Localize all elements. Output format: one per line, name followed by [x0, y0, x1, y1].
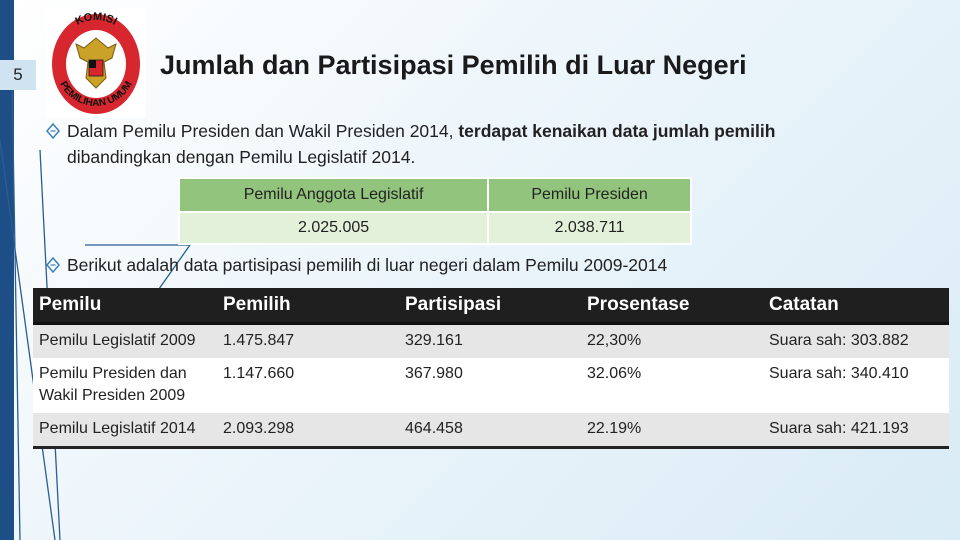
column-header-prosentase: Prosentase	[581, 288, 763, 325]
table-header-row: Pemilu Pemilih Partisipasi Prosentase Ca…	[33, 288, 949, 325]
kpu-logo: KOMISI PEMILIHAN UMUM	[46, 8, 146, 118]
cell-partisipasi: 464.458	[399, 413, 581, 449]
cell-prosentase: 32.06%	[581, 358, 763, 413]
cell-pemilu: Pemilu Legislatif 2009	[33, 323, 217, 358]
compare-header-presiden: Pemilu Presiden	[487, 177, 692, 213]
slide-number: 5	[0, 60, 36, 90]
column-header-pemilu: Pemilu	[33, 288, 217, 325]
cell-pemilih: 2.093.298	[217, 413, 399, 449]
diamond-bullet-icon	[46, 122, 60, 140]
participation-table: Pemilu Pemilih Partisipasi Prosentase Ca…	[33, 288, 949, 449]
bullet-1-end-text: dibandingkan dengan Pemilu Legislatif 20…	[67, 147, 416, 167]
bullet-data-partisipasi: Berikut adalah data partisipasi pemilih …	[44, 252, 884, 278]
bullet-1-text: Dalam Pemilu Presiden dan Wakil Presiden…	[67, 121, 459, 141]
page-title: Jumlah dan Partisipasi Pemilih di Luar N…	[160, 50, 747, 80]
cell-pemilu: Pemilu Legislatif 2014	[33, 413, 217, 449]
diamond-bullet-icon	[46, 256, 60, 274]
comparison-table: Pemilu Anggota Legislatif Pemilu Preside…	[177, 177, 692, 245]
cell-catatan: Suara sah: 421.193	[763, 413, 949, 449]
cell-prosentase: 22.19%	[581, 413, 763, 449]
table-row: Pemilu Legislatif 2014 2.093.298 464.458…	[33, 413, 949, 449]
cell-prosentase: 22,30%	[581, 323, 763, 358]
logo-top-text: KOMISI	[73, 11, 118, 28]
compare-value-presiden: 2.038.711	[487, 211, 692, 245]
column-header-catatan: Catatan	[763, 288, 949, 325]
cell-pemilu: Pemilu Presiden dan Wakil Presiden 2009	[33, 358, 217, 413]
compare-header-legislatif: Pemilu Anggota Legislatif	[177, 177, 490, 213]
cell-catatan: Suara sah: 303.882	[763, 323, 949, 358]
bullet-kenaikan: Dalam Pemilu Presiden dan Wakil Presiden…	[44, 118, 884, 170]
compare-value-legislatif: 2.025.005	[177, 211, 490, 245]
column-header-pemilih: Pemilih	[217, 288, 399, 325]
svg-text:KOMISI: KOMISI	[73, 11, 118, 28]
cell-pemilih: 1.475.847	[217, 323, 399, 358]
table-row: Pemilu Presiden dan Wakil Presiden 2009 …	[33, 358, 949, 413]
cell-catatan: Suara sah: 340.410	[763, 358, 949, 413]
bullet-1-bold-text: terdapat kenaikan data jumlah pemilih	[458, 121, 776, 141]
cell-partisipasi: 329.161	[399, 323, 581, 358]
cell-partisipasi: 367.980	[399, 358, 581, 413]
table-row: Pemilu Legislatif 2009 1.475.847 329.161…	[33, 323, 949, 358]
bullet-2-text: Berikut adalah data partisipasi pemilih …	[67, 255, 668, 275]
column-header-partisipasi: Partisipasi	[399, 288, 581, 325]
cell-pemilih: 1.147.660	[217, 358, 399, 413]
kpu-emblem-icon: KOMISI PEMILIHAN UMUM	[52, 11, 140, 114]
